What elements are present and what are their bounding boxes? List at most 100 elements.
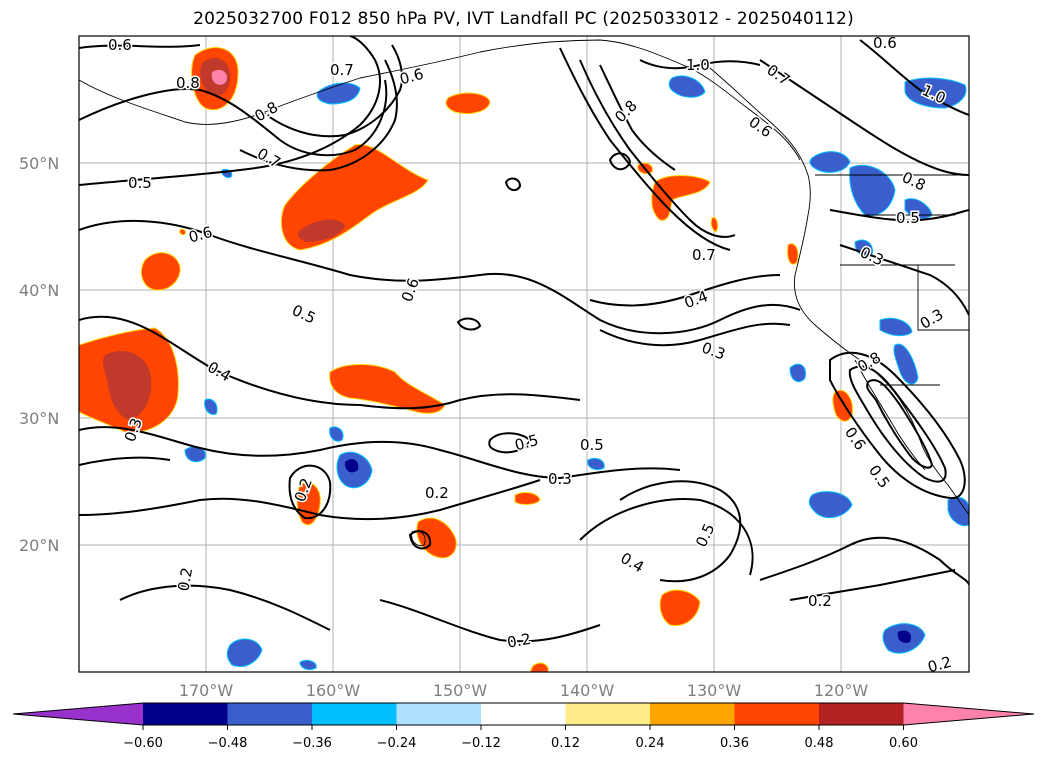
- pv-neg-blob-3: [904, 77, 967, 109]
- pv-neg-blob-20: [299, 659, 317, 671]
- contour-0.3-south: [79, 456, 171, 466]
- lon-label-170: 170°W: [179, 681, 234, 700]
- contour-0.5-ne: [829, 209, 969, 222]
- contour-label-27: 0.6: [873, 34, 897, 52]
- colorbar-tick-label-4: −0.12: [461, 736, 501, 751]
- colorbar-bin-1: [143, 703, 228, 725]
- pv-blob-small-5: [179, 228, 186, 236]
- colorbar-tick-label-3: −0.24: [377, 736, 417, 751]
- colorbar-bin-9: [819, 703, 904, 725]
- contour-label-12: 0.2: [425, 484, 449, 502]
- pv-neg-blob-10: [789, 363, 807, 383]
- contour-label-1: 0.6: [108, 36, 132, 54]
- pv-neg-blob-11-core: [344, 459, 359, 473]
- lon-label-130: 130°W: [687, 681, 742, 700]
- coastline-canada-bc: [699, 59, 811, 216]
- coastline-alaska-aleutians: [79, 39, 801, 161]
- contour-0.6-north-west: [79, 44, 201, 49]
- pv-blob-coastal-mid: [787, 243, 799, 265]
- pv-negative-anomalies: [184, 75, 969, 671]
- pv-neg-blob-15: [587, 457, 605, 471]
- contour-coastal-trough-inner: [848, 365, 947, 483]
- contour-0.3-central: [79, 426, 681, 480]
- contour-0.5-central: [79, 219, 801, 335]
- contour-loop-1: [504, 177, 522, 192]
- contour-0.4-central: [79, 315, 581, 410]
- contour-loop-5: [288, 464, 332, 520]
- colorbar-tick-label-0: −0.60: [123, 736, 163, 751]
- contour-0.2-equator: [789, 569, 956, 601]
- pv-neg-blob-14: [329, 426, 344, 442]
- contour-loop-4: [488, 432, 532, 454]
- lat-labels: 50°N 40°N 30°N 20°N: [19, 154, 59, 555]
- pv-neg-blob-1: [316, 82, 361, 105]
- contour-0.3-ne: [839, 244, 969, 316]
- lon-label-140: 140°W: [560, 681, 615, 700]
- pv-neg-blob-16: [808, 491, 853, 519]
- contour-1.0-east: [639, 59, 761, 70]
- contour-0.4-east: [589, 274, 781, 307]
- contour-0.4-southeast: [579, 498, 754, 576]
- contour-0.6-north: [79, 79, 388, 157]
- contour-coastal-trough-core: [866, 379, 934, 469]
- contour-label-2: 0.8: [176, 74, 200, 92]
- pv-blob-west-south-core: [103, 351, 152, 420]
- contour-0.8-north: [259, 44, 403, 138]
- pv-blob-gulf-alaska-peak: [211, 69, 228, 85]
- pv-blob-small-6: [710, 216, 719, 233]
- colorbar-tick-label-1: −0.48: [208, 736, 248, 751]
- contour-0.6-east: [559, 47, 731, 251]
- contour-loop-6: [408, 530, 432, 550]
- contour-label-22: 0.7: [692, 246, 716, 264]
- contour-label-36: 0.2: [926, 653, 954, 677]
- lat-label-50: 50°N: [19, 154, 59, 173]
- contour-coastal-trough-outer: [829, 351, 966, 500]
- contour-0.5-southeast: [619, 480, 742, 583]
- colorbar-tick-label-2: −0.36: [292, 736, 332, 751]
- contour-label-38: 0.7: [330, 61, 354, 79]
- colorbar-bin-3: [312, 703, 397, 725]
- lat-label-30: 30°N: [19, 409, 59, 428]
- pv-neg-blob-2: [668, 75, 706, 98]
- colorbar-tick-label-7: 0.36: [720, 736, 749, 751]
- lon-label-160: 160°W: [306, 681, 361, 700]
- plot-area: [79, 36, 969, 672]
- contour-0.5-north: [79, 36, 381, 186]
- contour-0.2-sw: [119, 584, 331, 631]
- contour-0.8-east: [599, 64, 676, 171]
- lat-label-20: 20°N: [19, 536, 59, 555]
- pv-blob-central-sub: [329, 364, 446, 414]
- pv-blob-small-4: [529, 662, 549, 672]
- colorbar-bin-2: [227, 703, 313, 725]
- contour-label-20: 1.0: [686, 56, 710, 74]
- colorbar-bin-4: [396, 703, 482, 725]
- pv-blob-small-2: [514, 492, 541, 505]
- colorbar: −0.60 −0.48 −0.36 −0.24 −0.12 0.12 0.24 0.36 0.4…: [12, 702, 1035, 751]
- lon-label-120: 120°W: [814, 681, 869, 700]
- contour-0.8-ne: [859, 39, 969, 116]
- lon-label-150: 150°W: [433, 681, 488, 700]
- contour-0.2-east-south: [759, 536, 969, 586]
- contour-loop-3: [608, 152, 632, 171]
- lon-labels: 170°W 160°W 150°W 140°W 130°W 120°W: [179, 681, 869, 700]
- contour-label-19: 0.2: [808, 592, 832, 610]
- pv-neg-blob-18-core: [897, 630, 911, 643]
- colorbar-tick-label-5: 0.12: [551, 736, 580, 751]
- pv-blob-baja-west: [832, 389, 854, 422]
- pv-neg-blob-8: [879, 317, 913, 337]
- contour-label-14: 0.3: [548, 470, 572, 488]
- plot-frame: [78, 35, 970, 673]
- pv-blob-central-north-core: [297, 219, 345, 242]
- pv-neg-blob-13: [204, 398, 218, 415]
- contour-label-5: 0.5: [128, 174, 152, 192]
- contour-loop-2: [456, 317, 482, 331]
- lat-label-40: 40°N: [19, 281, 59, 300]
- pv-neg-blob-19: [226, 638, 263, 667]
- pv-positive-anomalies: [79, 47, 854, 672]
- pv-blob-subtropical-east: [659, 589, 701, 627]
- contour-label-37: 0.5: [580, 436, 604, 454]
- contour-0.7-east: [579, 59, 736, 238]
- contour-label-30: 0.5: [896, 209, 920, 227]
- colorbar-bin-8: [734, 703, 820, 725]
